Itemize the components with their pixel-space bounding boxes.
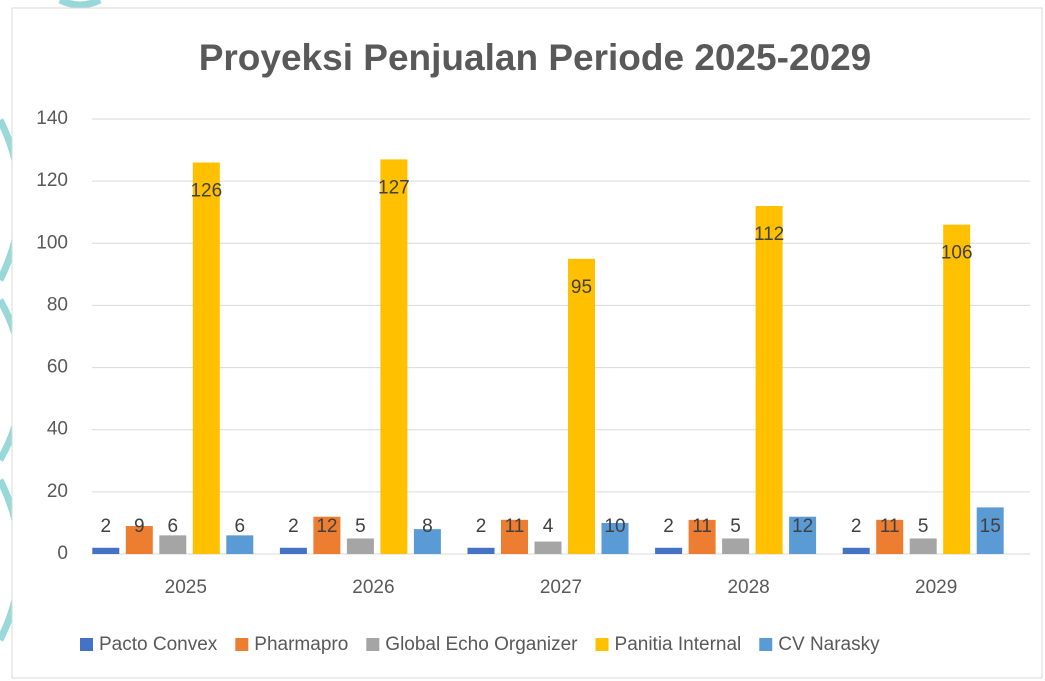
- y-tick-label: 140: [36, 108, 68, 129]
- y-tick-label: 80: [47, 294, 68, 315]
- data-label: 2: [101, 516, 112, 537]
- data-label: 10: [604, 516, 625, 537]
- bar: [601, 522, 629, 554]
- bar: [943, 224, 971, 554]
- x-tick-label: 2027: [540, 577, 582, 598]
- bar: [413, 529, 441, 554]
- legend-swatch: [80, 638, 93, 651]
- bar: [313, 516, 341, 554]
- data-label: 9: [134, 516, 145, 537]
- bar: [92, 547, 120, 554]
- data-label: 2: [851, 516, 862, 537]
- y-tick-label: 40: [47, 419, 68, 440]
- chart-title: Proyeksi Penjualan Periode 2025-2029: [199, 37, 872, 78]
- legend-swatch: [595, 638, 609, 651]
- y-tick-label: 60: [47, 357, 68, 378]
- bar: [346, 538, 374, 554]
- data-label: 126: [190, 181, 222, 202]
- bar: [688, 519, 716, 554]
- bar: [534, 541, 562, 554]
- x-tick-label: 2028: [727, 577, 769, 598]
- bar: [655, 547, 683, 554]
- legend-label: Global Echo Organizer: [385, 634, 578, 655]
- x-tick-label: 2029: [915, 577, 957, 598]
- data-label: 5: [918, 516, 929, 537]
- bar: [876, 519, 904, 554]
- y-tick-label: 120: [36, 170, 68, 191]
- data-label: 11: [505, 516, 525, 537]
- bar: [909, 538, 937, 554]
- bar: [789, 516, 817, 554]
- bar: [722, 538, 750, 554]
- bar: [192, 162, 220, 554]
- data-label: 11: [880, 516, 900, 537]
- legend-label: Panitia Internal: [615, 634, 742, 655]
- data-label: 5: [730, 516, 741, 537]
- chart-frame: [11, 7, 1043, 679]
- data-label: 106: [941, 243, 973, 264]
- data-label: 112: [754, 224, 784, 245]
- legend-label: Pharmapro: [254, 634, 348, 655]
- bar: [380, 159, 408, 554]
- data-label: 12: [316, 516, 337, 537]
- data-label: 2: [288, 516, 299, 537]
- bar: [467, 547, 495, 554]
- data-label: 11: [692, 516, 712, 537]
- bar: [279, 547, 307, 554]
- legend-label: CV Narasky: [778, 634, 880, 655]
- bar: [568, 258, 595, 554]
- data-label: 15: [980, 516, 1001, 537]
- x-tick-label: 2025: [165, 577, 207, 598]
- data-label: 6: [168, 516, 179, 537]
- legend-swatch: [366, 638, 380, 651]
- data-label: 2: [476, 516, 487, 537]
- bar: [226, 535, 254, 554]
- bar: [501, 519, 528, 554]
- legend-swatch: [235, 638, 249, 651]
- legend-swatch: [759, 638, 773, 651]
- x-tick-label: 2026: [352, 577, 394, 598]
- bar: [976, 507, 1004, 554]
- y-tick-label: 20: [47, 481, 68, 502]
- data-label: 8: [422, 516, 433, 537]
- data-label: 5: [355, 516, 366, 537]
- bar: [125, 526, 153, 554]
- data-label: 4: [543, 516, 554, 537]
- data-label: 95: [571, 277, 592, 298]
- data-label: 12: [792, 516, 813, 537]
- y-tick-label: 100: [36, 232, 68, 253]
- bar: [755, 206, 783, 554]
- y-tick-label: 0: [57, 543, 68, 564]
- data-label: 127: [378, 177, 410, 198]
- data-label: 6: [235, 516, 246, 537]
- bar: [159, 535, 187, 554]
- legend-label: Pacto Convex: [99, 634, 218, 655]
- data-label: 2: [663, 516, 674, 537]
- bar: [842, 547, 870, 554]
